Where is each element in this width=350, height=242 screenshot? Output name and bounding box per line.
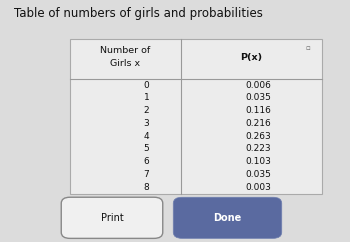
Text: 0.116: 0.116 <box>245 106 271 115</box>
Text: 0.006: 0.006 <box>245 81 271 90</box>
Text: 0.263: 0.263 <box>246 132 271 141</box>
Text: 0.103: 0.103 <box>245 157 271 166</box>
Text: Print: Print <box>101 213 123 223</box>
Text: 0.216: 0.216 <box>246 119 271 128</box>
Text: 0.035: 0.035 <box>245 170 271 179</box>
Text: Number of: Number of <box>100 46 150 55</box>
Text: ▫: ▫ <box>306 45 310 51</box>
Text: 0.223: 0.223 <box>246 144 271 153</box>
Text: 1: 1 <box>144 93 149 102</box>
Text: 0: 0 <box>144 81 149 90</box>
FancyBboxPatch shape <box>61 197 163 238</box>
Text: P(x): P(x) <box>240 53 262 62</box>
FancyBboxPatch shape <box>70 39 322 194</box>
Text: Done: Done <box>214 213 242 223</box>
Text: 8: 8 <box>144 183 149 192</box>
Text: Girls x: Girls x <box>110 59 140 68</box>
Text: 5: 5 <box>144 144 149 153</box>
FancyBboxPatch shape <box>173 197 282 238</box>
Text: 4: 4 <box>144 132 149 141</box>
Text: 0.003: 0.003 <box>245 183 271 192</box>
Text: 0.035: 0.035 <box>245 93 271 102</box>
Text: 6: 6 <box>144 157 149 166</box>
Text: 2: 2 <box>144 106 149 115</box>
Text: Table of numbers of girls and probabilities: Table of numbers of girls and probabilit… <box>14 7 263 20</box>
Text: 7: 7 <box>144 170 149 179</box>
Text: 3: 3 <box>144 119 149 128</box>
